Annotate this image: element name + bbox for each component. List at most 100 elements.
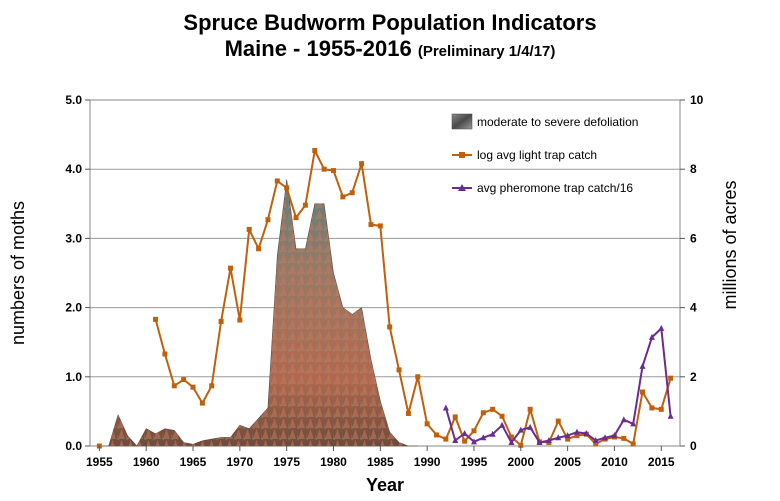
- light-trap-point: [302, 202, 308, 208]
- legend-label-light-trap: log avg light trap catch: [477, 148, 597, 162]
- light-trap-point: [527, 406, 533, 412]
- x-tick-label: 1955: [86, 455, 113, 469]
- x-tick-label: 1960: [133, 455, 160, 469]
- pheromone-point: [470, 438, 477, 445]
- x-tick-label: 1980: [320, 455, 347, 469]
- pheromone-point: [648, 333, 655, 340]
- pheromone-point: [442, 404, 449, 411]
- pheromone-point: [573, 428, 580, 435]
- pheromone-point: [527, 423, 534, 430]
- pheromone-point: [583, 430, 590, 437]
- x-tick-label: 1970: [226, 455, 253, 469]
- y-left-tick-label: 0.0: [65, 439, 82, 453]
- light-trap-point: [256, 246, 262, 252]
- light-trap-point: [349, 190, 355, 196]
- pheromone-point: [508, 439, 515, 446]
- y-left-tick-label: 4.0: [65, 162, 82, 176]
- x-tick-label: 1995: [461, 455, 488, 469]
- light-trap-point: [387, 324, 393, 330]
- pheromone-point: [452, 436, 459, 443]
- pheromone-point: [639, 362, 646, 369]
- y-axis-right: 0 2 4 6 8 10: [680, 93, 704, 453]
- light-trap-point: [490, 406, 496, 412]
- y-axis-right-label: millions of acres: [720, 180, 740, 309]
- x-tick-label: 1965: [180, 455, 207, 469]
- light-trap-point: [209, 383, 215, 389]
- y-right-tick-label: 4: [690, 301, 697, 315]
- light-trap-point: [199, 400, 205, 406]
- legend-marker-pheromone: [458, 184, 466, 191]
- light-trap-point: [621, 435, 627, 441]
- light-trap-point: [181, 377, 187, 383]
- y-axis-left: 0.0 1.0 2.0 3.0 4.0 5.0: [65, 93, 90, 453]
- light-trap-point: [499, 413, 505, 419]
- pheromone-point: [517, 426, 524, 433]
- legend-label-defoliation: moderate to severe defoliation: [477, 115, 638, 129]
- y-right-tick-label: 8: [690, 162, 697, 176]
- light-trap-point: [377, 223, 383, 229]
- light-trap-point: [658, 406, 664, 412]
- light-trap-point: [368, 222, 374, 228]
- light-trap-point: [330, 168, 336, 174]
- light-trap-point: [593, 441, 599, 447]
- light-trap-point: [340, 194, 346, 200]
- pheromone-point: [611, 432, 618, 439]
- x-tick-label: 2005: [554, 455, 581, 469]
- light-trap-point: [293, 215, 299, 221]
- pheromone-point: [630, 420, 637, 427]
- x-tick-label: 2010: [601, 455, 628, 469]
- pheromone-point: [667, 412, 674, 419]
- light-trap-point: [153, 316, 159, 322]
- light-trap-point: [246, 226, 252, 232]
- y-right-tick-label: 0: [690, 439, 697, 453]
- light-trap-point: [237, 317, 243, 323]
- light-trap-point: [462, 438, 468, 444]
- light-trap-point: [640, 389, 646, 395]
- light-trap-point: [424, 421, 430, 427]
- light-trap-point: [518, 442, 524, 448]
- light-trap-point: [396, 367, 402, 373]
- pheromone-point: [489, 430, 496, 437]
- pheromone-point: [499, 421, 506, 428]
- x-tick-label: 1975: [273, 455, 300, 469]
- light-trap-point: [471, 428, 477, 434]
- y-left-tick-label: 2.0: [65, 301, 82, 315]
- pheromone-point: [480, 434, 487, 441]
- light-trap-point: [649, 405, 655, 411]
- light-trap-point: [227, 265, 233, 271]
- light-trap-point: [415, 374, 421, 380]
- y-right-tick-label: 6: [690, 231, 697, 245]
- y-left-tick-label: 1.0: [65, 370, 82, 384]
- light-trap-point: [312, 148, 318, 154]
- light-trap-point: [443, 436, 449, 442]
- legend-swatch-defoliation: [451, 113, 473, 130]
- light-trap-point: [218, 318, 224, 324]
- pheromone-point: [555, 434, 562, 441]
- light-trap-point: [171, 383, 177, 389]
- light-trap-point: [668, 375, 674, 381]
- x-tick-label: 1990: [414, 455, 441, 469]
- light-trap-point: [480, 410, 486, 416]
- legend-label-pheromone: avg pheromone trap catch/16: [477, 181, 633, 195]
- light-trap-point: [321, 166, 327, 172]
- pheromone-point: [602, 434, 609, 441]
- x-axis: 1955 1960 1965 1970 1975 1980 1985 1990 1995 2000…: [86, 446, 675, 469]
- light-trap-point: [630, 441, 636, 447]
- chart-title-line2: Maine - 1955-2016 (Preliminary 1/4/17): [0, 36, 780, 62]
- pheromone-point: [545, 436, 552, 443]
- pheromone-point: [658, 324, 665, 331]
- trap-catch-lines: [96, 148, 674, 449]
- pheromone-point: [620, 416, 627, 423]
- chart-title-note: (Preliminary 1/4/17): [417, 43, 556, 60]
- pheromone-point: [564, 432, 571, 439]
- pheromone-point: [592, 436, 599, 443]
- x-tick-label: 2015: [648, 455, 675, 469]
- legend: moderate to severe defoliation log avg l…: [451, 113, 638, 195]
- light-trap-point: [284, 185, 290, 191]
- light-trap-point: [508, 434, 514, 440]
- y-left-tick-label: 3.0: [65, 231, 82, 245]
- light-trap-point: [265, 217, 271, 223]
- light-trap-point: [190, 384, 196, 390]
- light-trap-point: [574, 433, 580, 439]
